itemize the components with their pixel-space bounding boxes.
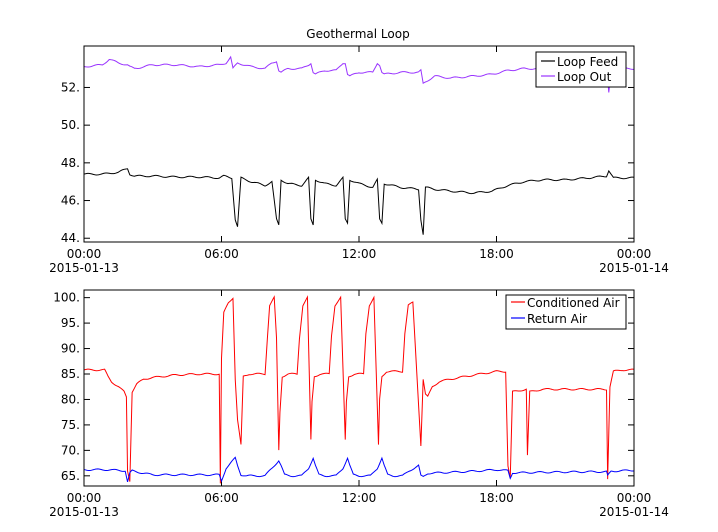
legend-box	[505, 294, 627, 330]
y-tick-label: 48.	[61, 156, 80, 170]
x-tick-label: 12:00	[342, 247, 377, 261]
x-tick-label: 06:00	[204, 491, 239, 505]
x-tick-label: 00:00	[617, 491, 652, 505]
y-tick-label: 75.	[61, 418, 80, 432]
legend-label-loop-feed: Loop Feed	[557, 55, 618, 69]
x-tick-date-label: 2015-01-13	[49, 261, 119, 275]
y-tick-label: 100.	[53, 291, 80, 305]
geothermal-loop-chart: Geothermal Loop 44.46.48.50.52. 00:00201…	[49, 27, 669, 275]
y-tick-label: 46.	[61, 194, 80, 208]
x-tick-label: 06:00	[204, 247, 239, 261]
x-tick-label: 18:00	[479, 247, 514, 261]
legend-label-return-air: Return Air	[527, 312, 587, 326]
series-line-loop-feed	[83, 168, 635, 235]
plot-frame	[83, 289, 635, 487]
series-line-return-air	[83, 456, 635, 483]
x-tick-label: 00:00	[67, 247, 102, 261]
y-tick-label: 80.	[61, 392, 80, 406]
legend-box	[535, 51, 627, 88]
x-tick-label: 00:00	[617, 247, 652, 261]
x-tick-date-label: 2015-01-14	[599, 505, 669, 519]
x-tick-date-label: 2015-01-13	[49, 505, 119, 519]
y-tick-label: 85.	[61, 367, 80, 381]
series-line-conditioned-air	[83, 295, 635, 484]
chart-title: Geothermal Loop	[306, 27, 409, 41]
x-tick-date-label: 2015-01-14	[599, 261, 669, 275]
y-tick-label: 90.	[61, 342, 80, 356]
x-tick-label: 18:00	[479, 491, 514, 505]
y-tick-label: 44.	[61, 231, 80, 245]
legend: Conditioned Air Return Air	[505, 294, 627, 330]
legend-label-loop-out: Loop Out	[557, 70, 612, 84]
air-temperature-chart: 65.70.75.80.85.90.95.100. 00:002015-01-1…	[49, 289, 669, 519]
y-tick-label: 50.	[61, 118, 80, 132]
legend-label-conditioned-air: Conditioned Air	[527, 296, 620, 310]
y-tick-label: 65.	[61, 469, 80, 483]
legend: Loop Feed Loop Out	[535, 51, 627, 88]
x-tick-label: 12:00	[342, 491, 377, 505]
y-tick-label: 70.	[61, 443, 80, 457]
plot-frame	[83, 45, 635, 243]
y-tick-label: 95.	[61, 316, 80, 330]
y-tick-label: 52.	[61, 80, 80, 94]
x-tick-label: 00:00	[67, 491, 102, 505]
